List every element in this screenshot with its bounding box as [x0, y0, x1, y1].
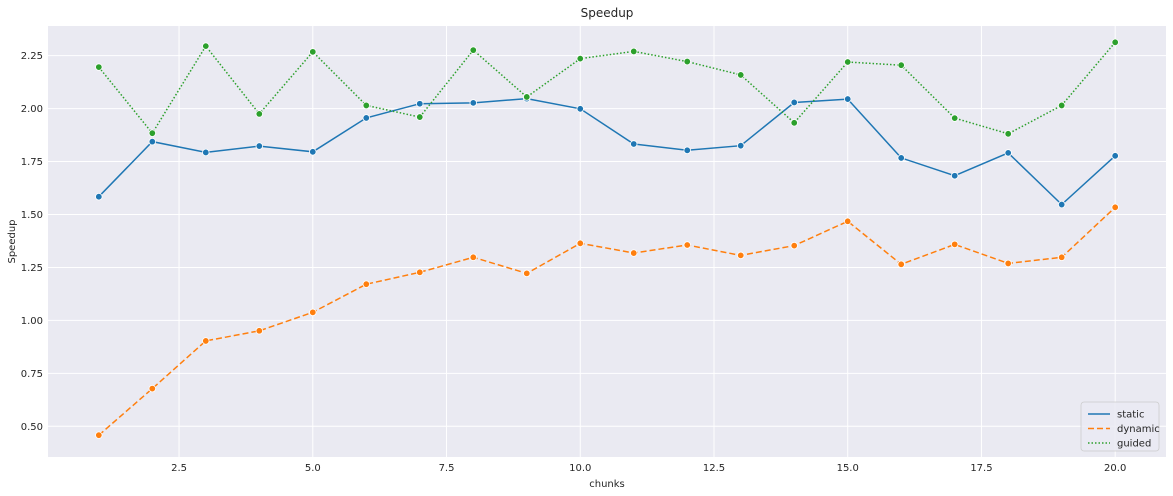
data-point-static: [951, 172, 959, 180]
x-tick-label: 5.0: [305, 463, 321, 474]
data-point-guided: [523, 93, 531, 101]
x-tick-label: 7.5: [439, 463, 455, 474]
series-guided: [95, 38, 1119, 138]
data-point-guided: [469, 46, 477, 54]
data-point-guided: [1004, 130, 1012, 138]
data-point-static: [309, 148, 317, 156]
data-point-static: [897, 154, 905, 162]
data-point-static: [844, 95, 852, 103]
series-static: [95, 94, 1119, 209]
data-point-static: [737, 141, 745, 150]
y-tick-label: 0.50: [21, 422, 43, 433]
data-point-guided: [737, 71, 745, 79]
legend-items: static dynamic guided: [1088, 410, 1160, 450]
data-point-static: [790, 98, 798, 107]
data-point-dynamic: [1057, 253, 1066, 261]
data-point-guided: [95, 63, 103, 71]
data-point-dynamic: [362, 280, 370, 288]
series-line-dynamic: [98, 206, 1116, 436]
data-point-static: [362, 114, 370, 122]
legend-label-dynamic: dynamic: [1117, 424, 1160, 435]
data-point-dynamic: [844, 217, 852, 225]
chart-title: Speedup: [581, 6, 634, 20]
data-point-guided: [416, 113, 424, 121]
y-axis-label: Speedup: [7, 219, 18, 263]
data-point-dynamic: [148, 384, 157, 393]
legend-label-static: static: [1117, 410, 1144, 421]
data-point-dynamic: [1111, 203, 1119, 211]
y-tick-label: 1.25: [21, 263, 43, 274]
data-point-guided: [202, 42, 210, 50]
data-point-dynamic: [202, 337, 210, 345]
data-point-static: [683, 146, 691, 155]
data-point-guided: [1057, 101, 1066, 110]
y-tick-labels: 0.50 0.75 1.00 1.25 1.50 1.75 2.00 2.25: [21, 51, 43, 433]
data-point-guided: [309, 48, 317, 56]
data-point-dynamic: [951, 240, 959, 249]
data-point-guided: [255, 110, 263, 118]
data-point-static: [416, 100, 424, 108]
data-point-dynamic: [630, 249, 638, 257]
y-tick-label: 1.75: [21, 157, 43, 168]
data-point-dynamic: [469, 253, 477, 261]
data-point-static: [1057, 200, 1066, 209]
series-line-static: [98, 97, 1116, 206]
series-dynamic: [95, 203, 1119, 439]
data-point-guided: [844, 58, 852, 66]
data-point-static: [630, 140, 638, 148]
data-point-dynamic: [309, 308, 317, 317]
x-tick-label: 15.0: [837, 463, 859, 474]
data-point-guided: [576, 54, 584, 63]
data-point-guided: [362, 101, 370, 110]
legend: static dynamic guided: [1080, 401, 1160, 452]
x-tick-label: 17.5: [970, 463, 992, 474]
grid: [48, 26, 1166, 457]
data-point-static: [1004, 149, 1012, 157]
data-point-static: [148, 137, 157, 146]
data-point-guided: [630, 47, 638, 56]
x-tick-label: 2.5: [171, 463, 187, 474]
data-point-dynamic: [897, 260, 905, 268]
data-point-static: [95, 193, 103, 201]
data-point-dynamic: [255, 327, 263, 335]
data-point-dynamic: [95, 431, 103, 439]
x-tick-labels: 2.5 5.0 7.5 10.0 12.5 15.0 17.5 20.0: [171, 463, 1126, 474]
data-point-dynamic: [576, 239, 584, 248]
x-tick-label: 20.0: [1104, 463, 1126, 474]
data-point-static: [202, 148, 210, 157]
x-tick-label: 10.0: [569, 463, 591, 474]
data-point-dynamic: [737, 251, 745, 260]
data-point-dynamic: [523, 269, 531, 278]
series-line-guided: [98, 41, 1116, 135]
data-point-guided: [148, 129, 157, 137]
y-tick-label: 1.50: [21, 210, 43, 221]
data-point-guided: [951, 114, 959, 122]
data-point-dynamic: [1004, 259, 1012, 268]
legend-label-guided: guided: [1117, 439, 1151, 450]
y-tick-label: 1.00: [21, 316, 43, 327]
y-tick-label: 2.25: [21, 51, 43, 62]
data-point-dynamic: [416, 268, 424, 277]
data-point-static: [1111, 152, 1119, 160]
x-tick-label: 12.5: [703, 463, 725, 474]
y-tick-label: 0.75: [21, 369, 43, 380]
y-tick-label: 2.00: [21, 104, 43, 115]
data-point-static: [576, 105, 584, 113]
series-layer: [95, 38, 1119, 439]
data-point-dynamic: [683, 241, 691, 249]
data-point-guided: [790, 119, 798, 127]
data-point-guided: [683, 57, 691, 66]
data-point-dynamic: [790, 241, 798, 250]
x-axis-label: chunks: [589, 479, 625, 490]
data-point-guided: [897, 61, 905, 69]
plot-area: [48, 26, 1166, 457]
data-point-guided: [1111, 38, 1119, 47]
data-point-static: [255, 142, 263, 150]
data-point-static: [469, 99, 477, 107]
